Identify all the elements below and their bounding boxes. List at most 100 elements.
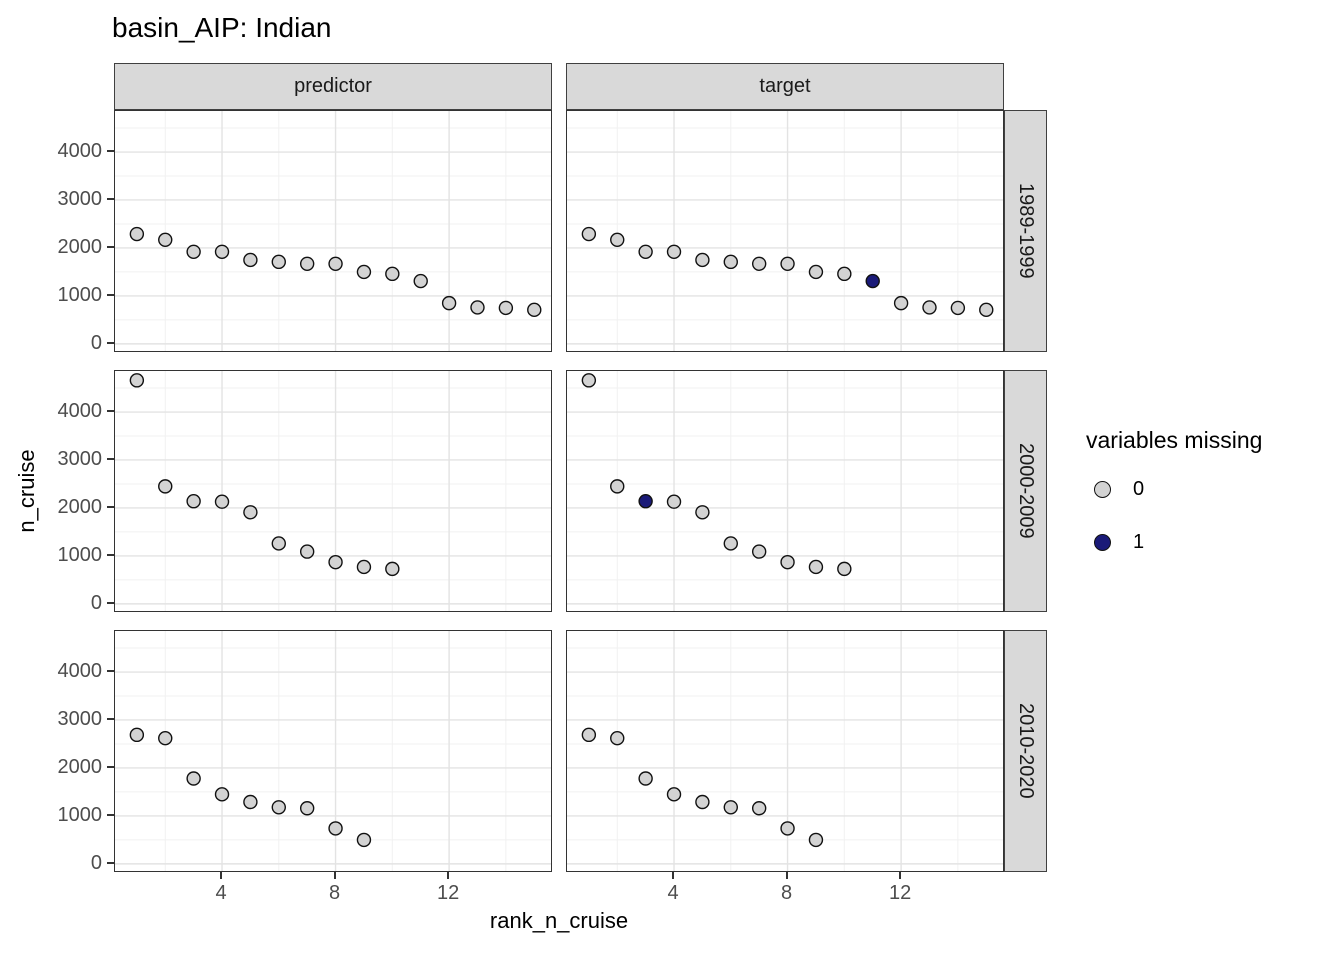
data-point <box>780 821 795 836</box>
facet-strip-2010-2020: 2010-2020 <box>1004 630 1047 872</box>
legend: variables missing 0 1 <box>1086 427 1336 578</box>
y-tick-label: 1000 <box>57 283 103 306</box>
y-tick-label: 2000 <box>57 755 103 778</box>
x-tick-label: 4 <box>667 882 679 904</box>
facet-panel-predictor-2010-2020 <box>114 630 552 872</box>
data-point <box>243 505 258 520</box>
x-tick-label: 4 <box>215 882 227 904</box>
x-tick-label: 8 <box>328 882 341 904</box>
y-tick-label: 1000 <box>57 803 103 826</box>
legend-item-1: 1 <box>1094 525 1336 559</box>
data-point <box>780 256 795 271</box>
data-point <box>751 544 767 559</box>
data-point <box>214 494 230 509</box>
data-point <box>638 771 653 786</box>
data-point <box>666 494 682 509</box>
y-tick-label: 3000 <box>57 187 103 210</box>
y-tick-mark <box>107 601 114 604</box>
data-point <box>723 800 738 815</box>
data-point <box>979 302 994 318</box>
data-point <box>581 373 597 388</box>
y-tick-mark <box>107 457 114 460</box>
data-point <box>243 252 258 268</box>
data-point <box>129 373 145 388</box>
facet-panel-target-2010-2020 <box>566 630 1004 872</box>
legend-key-circle-0 <box>1094 480 1111 498</box>
x-tick-mark <box>220 872 223 879</box>
y-tick-mark <box>107 765 114 768</box>
data-point <box>158 232 173 247</box>
data-point <box>610 731 625 746</box>
data-point <box>610 232 625 247</box>
data-point <box>638 494 653 509</box>
data-point <box>243 794 258 810</box>
data-point <box>214 244 230 259</box>
y-tick-label: 0 <box>90 331 102 354</box>
data-point <box>129 727 145 743</box>
y-tick-label: 4000 <box>57 140 103 162</box>
data-point <box>893 295 909 311</box>
data-point <box>299 544 315 559</box>
y-tick-label: 3000 <box>57 447 103 470</box>
data-point <box>158 479 173 494</box>
data-point <box>470 300 485 315</box>
x-tick-mark <box>785 872 788 879</box>
y-tick-label: 0 <box>90 591 102 614</box>
data-point <box>837 266 852 282</box>
legend-title: variables missing <box>1086 427 1263 453</box>
data-point <box>695 794 710 810</box>
y-tick-mark <box>107 293 114 296</box>
data-point <box>751 801 767 816</box>
facet-panel-target-2000-2009 <box>566 370 1004 612</box>
data-point <box>837 561 852 577</box>
plot-title: basin_AIP: Indian <box>112 12 332 43</box>
data-point <box>441 295 457 311</box>
y-tick-mark <box>107 553 114 556</box>
data-point <box>780 554 795 570</box>
data-point <box>527 302 542 318</box>
x-tick-mark <box>333 872 336 879</box>
data-point <box>922 300 937 315</box>
data-point <box>666 244 682 259</box>
facet-strip-label: 2010-2020 <box>1015 703 1037 799</box>
data-point <box>581 727 597 743</box>
facet-panel-predictor-1989-1999 <box>114 110 552 352</box>
data-point <box>129 226 145 242</box>
y-tick-mark <box>107 150 114 152</box>
data-point <box>328 554 343 570</box>
y-tick-mark <box>107 341 114 344</box>
y-tick-label: 2000 <box>57 235 103 258</box>
y-tick-label: 4000 <box>57 660 103 682</box>
x-axis-title: rank_n_cruise <box>489 908 629 933</box>
data-point <box>356 832 372 848</box>
x-tick-mark <box>447 872 450 879</box>
y-tick-mark <box>107 410 114 412</box>
y-tick-mark <box>107 505 114 508</box>
x-tick-label: 8 <box>780 882 793 904</box>
data-point <box>695 252 710 268</box>
data-point <box>808 559 824 575</box>
y-tick-label: 2000 <box>57 495 103 518</box>
data-point <box>214 787 230 802</box>
data-point <box>610 479 625 494</box>
x-tick-mark <box>899 872 902 879</box>
facet-strip-1989-1999: 1989-1999 <box>1004 110 1047 352</box>
data-point <box>413 273 428 289</box>
data-point <box>356 264 372 280</box>
data-point <box>186 244 201 259</box>
data-point <box>186 494 201 509</box>
y-tick-mark <box>107 861 114 864</box>
data-point <box>385 266 400 282</box>
y-tick-mark <box>107 197 114 200</box>
y-tick-mark <box>107 670 114 672</box>
legend-item-label-0: 0 <box>1133 477 1145 500</box>
data-point <box>385 561 400 577</box>
data-point <box>950 300 966 316</box>
data-point <box>271 254 286 270</box>
facet-strip-label: 2000-2009 <box>1015 443 1037 539</box>
y-tick-label: 0 <box>90 851 102 874</box>
data-point <box>865 273 880 289</box>
data-point <box>808 832 824 848</box>
x-tick-mark <box>672 872 675 879</box>
